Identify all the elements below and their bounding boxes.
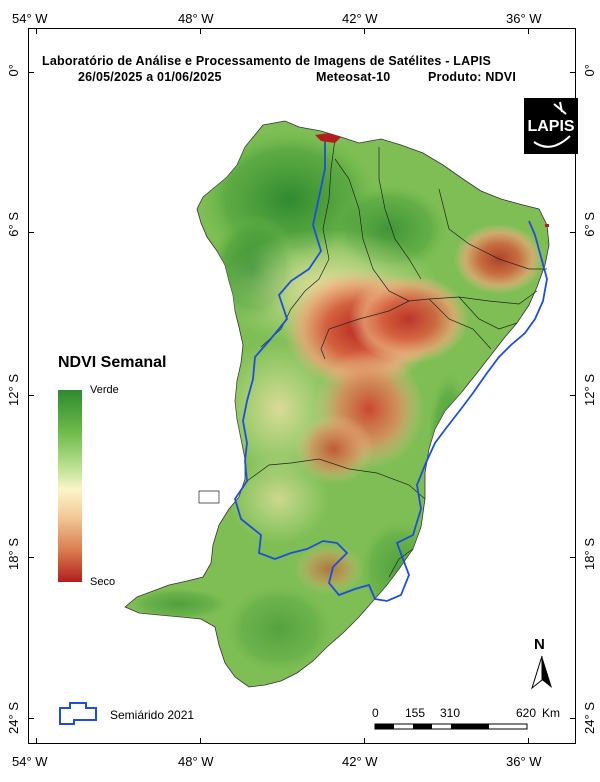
scale-label: 310 bbox=[440, 706, 461, 720]
tick-mark bbox=[528, 738, 529, 744]
scale-label: 155 bbox=[405, 706, 426, 720]
lon-label-top: 54° W bbox=[12, 11, 48, 26]
scale-label: 0 bbox=[372, 706, 379, 720]
semiarid-legend-icon bbox=[59, 702, 97, 725]
lat-label-right: 0° bbox=[582, 64, 597, 77]
tick-mark bbox=[570, 72, 576, 73]
lon-label-bottom: 54° W bbox=[12, 754, 48, 769]
lon-label-bottom: 36° W bbox=[506, 754, 542, 769]
tick-mark bbox=[28, 72, 34, 73]
lapis-logo: LAPIS bbox=[524, 98, 578, 154]
lon-label-top: 48° W bbox=[178, 11, 214, 26]
logo-text: LAPIS bbox=[527, 118, 575, 135]
dry-patch bbox=[315, 133, 341, 143]
tick-mark bbox=[570, 718, 576, 719]
lat-label-right: 6° S bbox=[582, 212, 597, 237]
lon-label-bottom: 42° W bbox=[342, 754, 378, 769]
lat-label-left: 12° S bbox=[6, 374, 21, 406]
scale-unit: Km bbox=[542, 706, 560, 720]
tick-mark bbox=[570, 232, 576, 233]
tick-mark bbox=[364, 738, 365, 744]
date-range: 26/05/2025 a 01/06/2025 bbox=[78, 70, 222, 84]
tick-mark bbox=[570, 395, 576, 396]
lat-label-left: 18° S bbox=[6, 538, 21, 570]
tick-mark bbox=[200, 28, 201, 34]
north-label: N bbox=[534, 636, 545, 653]
lon-label-top: 42° W bbox=[342, 11, 378, 26]
scale-label: 620 bbox=[516, 706, 537, 720]
lat-label-left: 24° S bbox=[6, 702, 21, 734]
dry-patch bbox=[545, 224, 549, 227]
tick-mark bbox=[36, 28, 37, 34]
tick-mark bbox=[28, 557, 34, 558]
scale-bar bbox=[374, 723, 528, 730]
satellite-icon bbox=[533, 101, 571, 148]
lat-label-right: 24° S bbox=[582, 702, 597, 734]
product-label: Produto: NDVI bbox=[428, 70, 517, 84]
legend-top-label: Verde bbox=[90, 384, 119, 396]
tick-mark bbox=[200, 738, 201, 744]
lon-label-bottom: 48° W bbox=[178, 754, 214, 769]
lab-title: Laboratório de Análise e Processamento d… bbox=[42, 54, 492, 68]
lat-label-left: 0° bbox=[6, 64, 21, 77]
lat-label-right: 12° S bbox=[582, 374, 597, 406]
tick-mark bbox=[364, 28, 365, 34]
north-arrow-icon bbox=[531, 655, 552, 690]
tick-mark bbox=[570, 557, 576, 558]
tick-mark bbox=[36, 738, 37, 744]
semiarid-legend-label: Semiárido 2021 bbox=[110, 708, 195, 722]
legend-bottom-label: Seco bbox=[90, 576, 116, 588]
tick-mark bbox=[28, 232, 34, 233]
tick-mark bbox=[28, 395, 34, 396]
tick-mark bbox=[28, 718, 34, 719]
ndvi-raster bbox=[129, 129, 544, 674]
legend-title: NDVI Semanal bbox=[58, 354, 167, 371]
lat-label-right: 18° S bbox=[582, 538, 597, 570]
ndvi-map bbox=[124, 120, 550, 688]
tick-mark bbox=[528, 28, 529, 34]
lat-label-left: 6° S bbox=[6, 212, 21, 237]
satellite-label: Meteosat-10 bbox=[316, 70, 391, 84]
semiarid-boundary bbox=[234, 141, 548, 602]
lon-label-top: 36° W bbox=[506, 11, 542, 26]
ndvi-color-ramp bbox=[58, 390, 82, 582]
